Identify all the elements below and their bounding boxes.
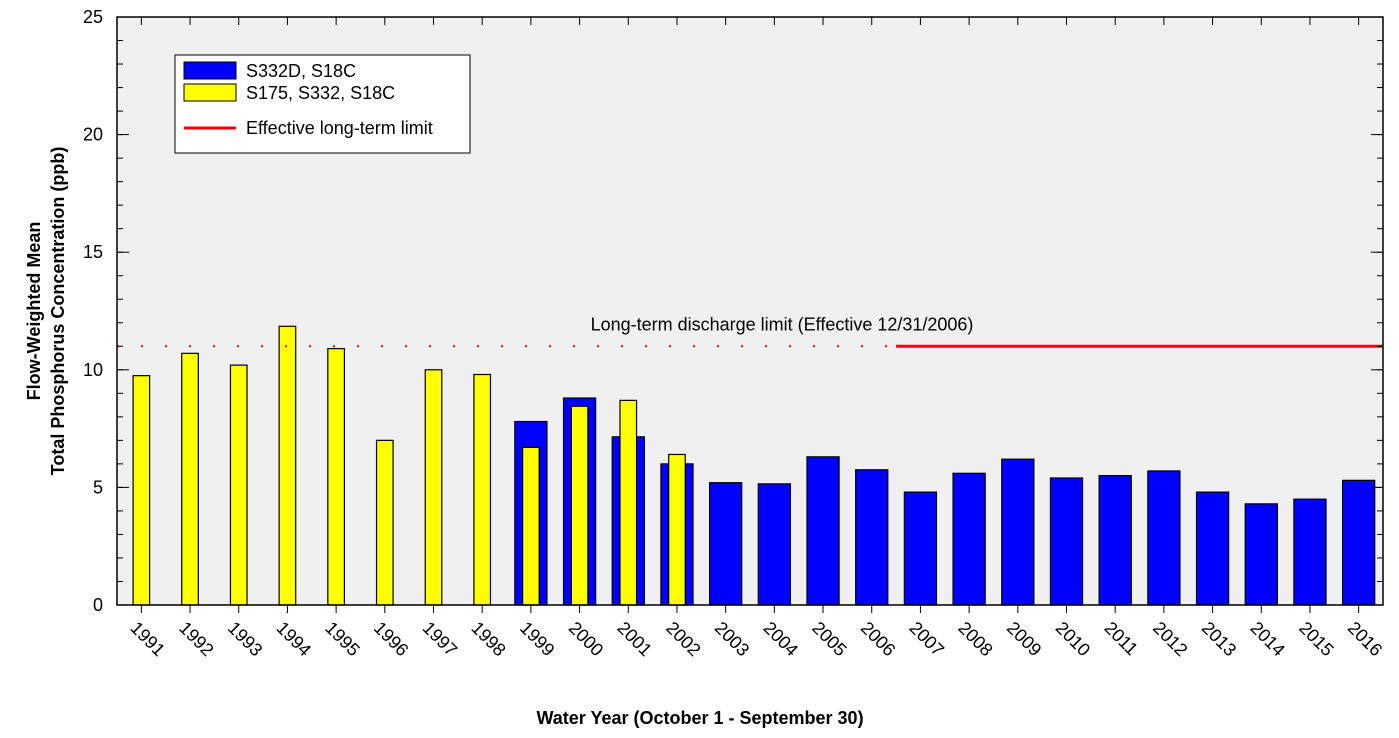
bar (375, 439, 394, 606)
bar (1244, 503, 1278, 606)
bar (806, 456, 840, 606)
x-tick-label: 2009 (1003, 618, 1045, 660)
x-tick-label: 1998 (467, 618, 509, 660)
y-axis-title: Total Phosphorus Concentration (ppb) (48, 147, 68, 476)
bar (424, 369, 443, 606)
bar (181, 352, 199, 606)
x-tick-label: 1996 (370, 618, 412, 660)
legend-label: Effective long-term limit (246, 118, 433, 138)
x-tick-label: 2004 (760, 618, 802, 660)
x-tick-label: 2010 (1052, 618, 1094, 660)
x-tick-label: 1991 (127, 618, 169, 660)
bar (757, 483, 792, 606)
y-tick-label: 20 (83, 125, 103, 145)
bar (952, 472, 986, 606)
x-tick-label: 2001 (613, 618, 655, 660)
x-tick-label: 1992 (175, 618, 217, 660)
x-tick-label: 2014 (1246, 618, 1288, 660)
x-tick-label: 2012 (1149, 618, 1191, 660)
x-tick-label: 1993 (224, 618, 266, 660)
bar (1098, 475, 1132, 606)
bar (1049, 477, 1084, 606)
marks: Long-term discharge limit (Effective 12/… (117, 314, 1383, 606)
x-tick-label: 2016 (1344, 618, 1386, 660)
bar (668, 453, 686, 606)
bar (327, 348, 345, 606)
y-tick-label: 0 (93, 595, 103, 615)
bar (1147, 470, 1181, 606)
x-tick-label: 2008 (954, 618, 996, 660)
bar (903, 491, 938, 606)
bar (570, 405, 589, 606)
bar (473, 373, 492, 606)
legend-swatch (183, 83, 237, 102)
bar (708, 482, 743, 606)
x-tick-label: 2006 (857, 618, 899, 660)
x-tick-label: 1994 (273, 618, 315, 660)
x-tick-label: 1999 (516, 618, 558, 660)
x-tick-label: 2000 (565, 618, 607, 660)
plot-frame (116, 16, 1384, 606)
bar (522, 446, 540, 606)
annotation: Long-term discharge limit (Effective 12/… (591, 314, 974, 334)
y-tick-label: 10 (83, 360, 103, 380)
bar (855, 469, 889, 606)
x-tick-label: 2013 (1198, 618, 1240, 660)
bar (229, 364, 248, 606)
y-tick-label: 25 (83, 7, 103, 27)
x-tick-label: 2011 (1100, 618, 1142, 660)
bar (1195, 491, 1230, 606)
legend-swatch (183, 61, 237, 80)
x-tick-label: 2005 (808, 618, 850, 660)
x-tick-label: 2015 (1295, 618, 1337, 660)
y-tick-label: 5 (93, 477, 103, 497)
x-tick-label: 2007 (906, 618, 948, 660)
bar (1341, 479, 1376, 606)
bar (132, 375, 151, 606)
y-axis-title: Flow-Weighted Mean (24, 222, 44, 401)
x-tick-label: 1995 (321, 618, 363, 660)
x-tick-label: 2003 (711, 618, 753, 660)
bar (278, 325, 297, 606)
y-tick-label: 15 (83, 242, 103, 262)
x-tick-label: 1997 (419, 618, 461, 660)
bar (1001, 458, 1035, 606)
x-axis-title: Water Year (October 1 - September 30) (536, 708, 863, 728)
legend-label: S332D, S18C (246, 61, 356, 81)
legend-label: S175, S332, S18C (246, 83, 395, 103)
bar (1293, 498, 1327, 606)
bar (619, 399, 638, 606)
x-tick-label: 2002 (662, 618, 704, 660)
